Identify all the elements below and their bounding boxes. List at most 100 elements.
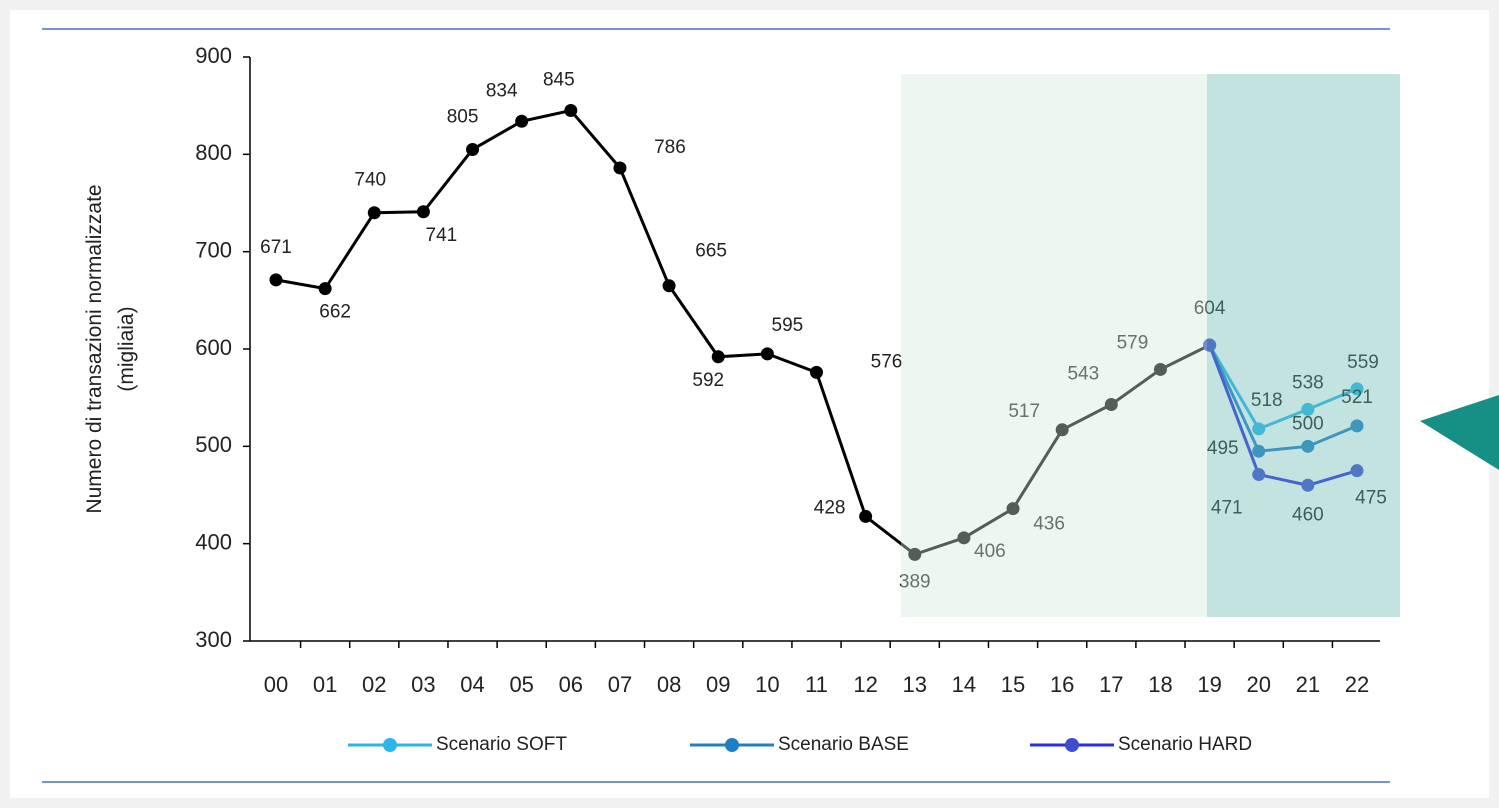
y-tick-label: 700 — [195, 237, 232, 262]
point — [1350, 382, 1364, 396]
y-tick-label: 300 — [195, 627, 232, 652]
legend-marker — [725, 738, 739, 752]
data-label: 579 — [1117, 332, 1149, 353]
x-tick-label: 11 — [805, 672, 828, 697]
point — [908, 547, 922, 561]
series-line — [1208, 344, 1358, 487]
data-label: 406 — [974, 541, 1006, 562]
series-line — [275, 108, 1211, 557]
x-tick-label: 20 — [1246, 672, 1270, 697]
data-label: 500 — [1292, 413, 1324, 434]
triangle-marker — [1420, 395, 1499, 470]
data-label: 538 — [1292, 372, 1324, 393]
data-label: 662 — [319, 302, 351, 323]
data-label: 475 — [1355, 488, 1387, 509]
series-line — [1208, 344, 1358, 431]
x-tick-label: 08 — [657, 672, 681, 697]
x-tick-label: 06 — [559, 672, 583, 697]
point — [1153, 362, 1167, 376]
data-label: 495 — [1207, 438, 1239, 459]
series-line — [1208, 344, 1358, 453]
data-label: 834 — [486, 80, 518, 101]
y-tick-label: 400 — [195, 529, 232, 554]
x-tick-label: 12 — [853, 672, 877, 697]
data-label: 543 — [1067, 363, 1099, 384]
y-tick-label: 800 — [195, 140, 232, 165]
point — [1006, 502, 1020, 516]
point — [1350, 419, 1364, 433]
point — [1252, 444, 1266, 458]
point — [269, 273, 283, 287]
point — [662, 279, 676, 293]
x-tick-label: 15 — [1001, 672, 1025, 697]
legend-marker — [383, 738, 397, 752]
point — [1055, 423, 1069, 437]
x-tick-label: 13 — [903, 672, 927, 697]
data-label: 595 — [772, 315, 804, 336]
x-tick-label: 17 — [1099, 672, 1123, 697]
x-tick-label: 03 — [411, 672, 435, 697]
point — [810, 365, 823, 379]
point — [957, 531, 971, 545]
shade-forecast — [1207, 74, 1400, 617]
data-label: 576 — [871, 351, 903, 372]
point — [367, 206, 381, 220]
x-tick-label: 21 — [1296, 672, 1320, 697]
point — [466, 142, 480, 156]
data-label: 460 — [1292, 504, 1324, 525]
legend-label: Scenario BASE — [778, 734, 909, 755]
data-label: 665 — [695, 241, 727, 262]
y-tick-label: 500 — [195, 432, 232, 457]
x-tick-label: 18 — [1148, 672, 1172, 697]
point — [1104, 397, 1118, 411]
data-label: 389 — [899, 571, 931, 592]
data-label: 428 — [814, 497, 846, 518]
data-label: 517 — [1008, 401, 1040, 422]
data-label: 741 — [426, 225, 458, 246]
point — [711, 350, 725, 364]
y-axis-title-line: Numero di transazioni normalizzate — [83, 184, 106, 513]
data-label: 471 — [1211, 498, 1243, 519]
x-tick-label: 05 — [509, 672, 533, 697]
point — [1301, 439, 1315, 453]
data-label: 845 — [543, 70, 575, 91]
data-label: 521 — [1341, 387, 1373, 408]
point — [1301, 402, 1315, 416]
point — [1252, 468, 1266, 482]
x-tick-label: 22 — [1345, 672, 1369, 697]
data-label: 740 — [354, 170, 386, 191]
point — [1350, 464, 1364, 478]
point — [1252, 422, 1266, 436]
legend-label: Scenario SOFT — [436, 734, 567, 755]
point — [1301, 478, 1315, 492]
x-tick-label: 00 — [264, 672, 288, 697]
legend-label: Scenario HARD — [1118, 734, 1252, 755]
x-tick-label: 09 — [706, 672, 730, 697]
y-tick-label: 600 — [195, 335, 232, 360]
data-label: 559 — [1347, 352, 1379, 373]
point — [859, 509, 873, 523]
x-tick-label: 10 — [755, 672, 779, 697]
point — [416, 205, 430, 219]
x-tick-label: 01 — [313, 672, 337, 697]
point — [613, 161, 627, 175]
data-label: 805 — [447, 106, 479, 127]
shade-recent — [901, 74, 1207, 617]
data-label: 604 — [1194, 298, 1226, 319]
point — [1203, 338, 1217, 352]
point — [564, 104, 578, 118]
data-label: 592 — [692, 370, 724, 391]
legend-marker — [1065, 738, 1079, 752]
x-tick-label: 19 — [1197, 672, 1221, 697]
data-label: 786 — [654, 137, 686, 158]
x-tick-label: 16 — [1050, 672, 1074, 697]
data-label: 436 — [1033, 514, 1065, 535]
x-tick-label: 04 — [460, 672, 484, 697]
y-tick-label: 900 — [195, 43, 232, 68]
x-tick-label: 07 — [608, 672, 632, 697]
point — [760, 347, 774, 361]
y-axis-title: Numero di transazioni normalizzate (migli… — [83, 184, 138, 513]
y-axis-title-line: (migliaia) — [115, 306, 138, 391]
x-tick-label: 14 — [952, 672, 976, 697]
